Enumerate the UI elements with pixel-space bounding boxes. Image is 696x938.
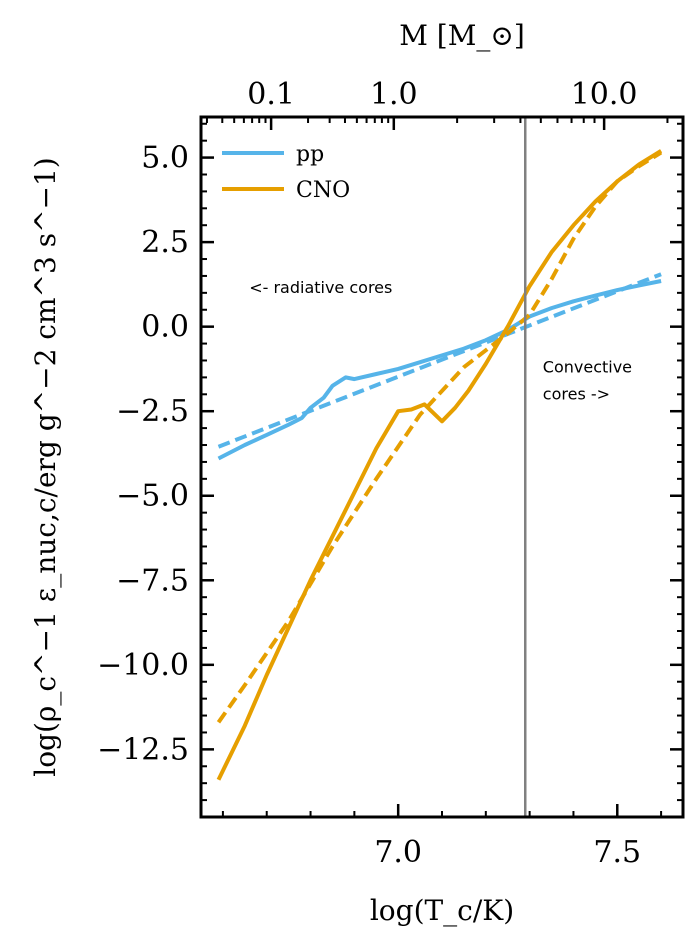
y-tick-label: −10.0 [97, 648, 189, 683]
y-tick-label: 0.0 [141, 310, 189, 345]
legend: pp CNO [222, 142, 350, 203]
plot-frame [199, 115, 685, 819]
top-tick-label: 10.0 [571, 77, 638, 112]
series-cno-dashed [216, 150, 663, 724]
top-tick-label: 0.1 [247, 77, 295, 112]
y-axis-title: log(ρ_c^−1 ε_nuc,c/erg g^−2 cm^3 s^−1) [29, 157, 62, 777]
x-tick-label: 7.5 [593, 835, 641, 870]
annotation-text: Convective [543, 357, 632, 376]
series-pp-solid [217, 279, 662, 461]
major-ticks [201, 156, 683, 817]
y-tick-label: 5.0 [141, 141, 189, 176]
annotation-text: <- radiative cores [249, 278, 392, 297]
minor-ticks [201, 122, 683, 818]
y-tick-label: 2.5 [141, 225, 189, 260]
series-pp-dashed [217, 272, 662, 449]
annotations: <- radiative cores Convective cores -> [249, 278, 632, 404]
legend-label-pp: pp [296, 142, 324, 167]
y-tick-label: −5.0 [116, 479, 189, 514]
series-layer [216, 149, 663, 781]
top-axis-ticks [205, 117, 669, 130]
legend-label-cno: CNO [296, 178, 350, 203]
x-axis-title: log(T_c/K) [370, 894, 514, 927]
x-tick-label: 7.0 [374, 835, 422, 870]
tick-labels: 5.0 2.5 0.0 −2.5 −5.0 −7.5 −10.0 −12.5 7.0 7.5 0.1… [97, 77, 641, 870]
annotation-text: cores -> [543, 384, 610, 403]
y-tick-label: −7.5 [116, 563, 189, 598]
top-axis-title: M [M_⊙] [399, 19, 525, 52]
y-tick-label: −12.5 [97, 732, 189, 767]
y-tick-label: −2.5 [116, 394, 189, 429]
series-cno-solid [216, 149, 663, 781]
top-tick-label: 1.0 [370, 77, 418, 112]
